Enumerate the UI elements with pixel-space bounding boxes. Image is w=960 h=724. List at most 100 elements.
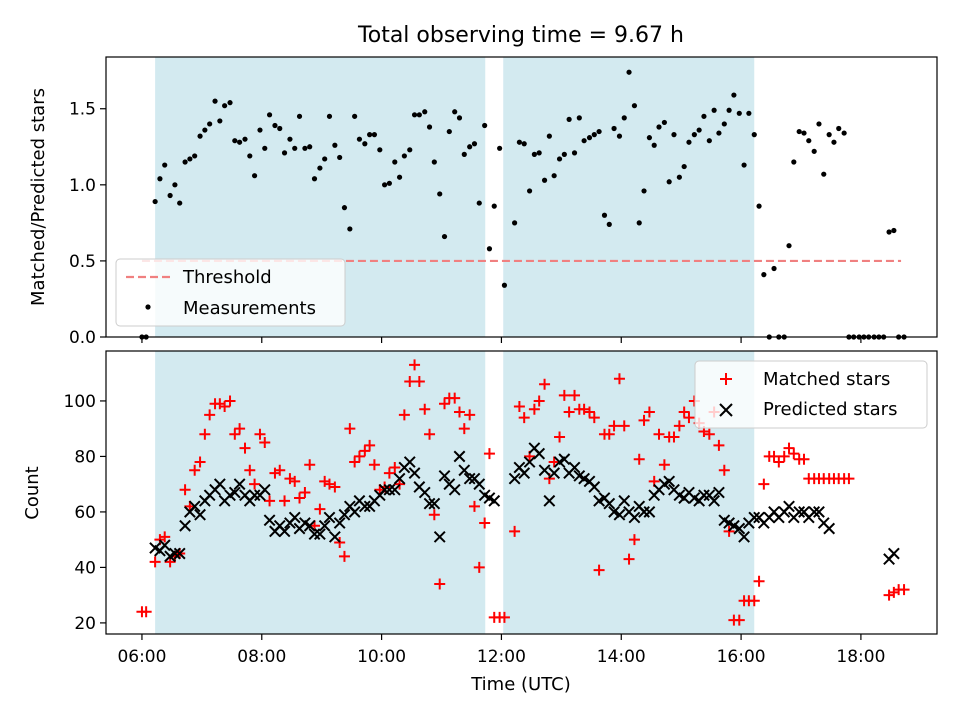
measurement-point bbox=[407, 147, 413, 153]
matched-star-marker bbox=[593, 564, 605, 576]
count-panel: 20 40 60 80 100 06:00 08:00 10:00 12:00 14:00 16:… bbox=[22, 350, 938, 695]
predicted-star-marker bbox=[518, 467, 531, 479]
predicted-star-marker bbox=[533, 447, 546, 460]
matched-star-marker bbox=[194, 456, 206, 468]
matched-star-marker bbox=[453, 406, 465, 418]
predicted-star-marker bbox=[738, 530, 750, 543]
measurement-point bbox=[731, 92, 737, 98]
measurement-point bbox=[771, 265, 777, 272]
matched-star-marker bbox=[758, 478, 770, 490]
predicted-star-marker bbox=[248, 489, 261, 502]
predicted-star-marker bbox=[233, 478, 246, 491]
x-tick-label: 12:00 bbox=[477, 647, 526, 667]
predicted-star-marker bbox=[338, 508, 351, 521]
predicted-star-marker bbox=[173, 547, 186, 560]
predicted-star-marker bbox=[548, 467, 561, 479]
measurement-point bbox=[806, 138, 812, 144]
matched-star-marker bbox=[140, 606, 152, 618]
matched-star-marker bbox=[294, 492, 306, 504]
predicted-star-marker bbox=[303, 519, 316, 532]
x-tick-label: 08:00 bbox=[237, 647, 286, 667]
measurement-point bbox=[621, 115, 627, 121]
predicted-star-marker bbox=[388, 483, 401, 496]
count-y-tick-label: 40 bbox=[74, 558, 96, 578]
matched-star-marker bbox=[633, 453, 645, 465]
predicted-star-marker bbox=[748, 511, 761, 524]
matched-star-marker bbox=[683, 412, 695, 424]
measurement-point bbox=[611, 125, 617, 132]
measurement-point bbox=[416, 112, 422, 118]
measurement-point bbox=[681, 163, 687, 170]
measurement-point bbox=[207, 121, 213, 127]
matched-star-marker bbox=[439, 398, 451, 410]
measurement-point bbox=[292, 145, 298, 151]
ratio-y-tick-label: 0.5 bbox=[69, 252, 96, 272]
measurement-point bbox=[326, 113, 333, 119]
measurement-point bbox=[631, 103, 638, 109]
measurement-point bbox=[272, 122, 278, 129]
matched-star-marker bbox=[658, 459, 670, 471]
matched-star-marker bbox=[159, 531, 171, 543]
predicted-star-marker bbox=[333, 517, 346, 529]
measurement-point bbox=[341, 205, 348, 211]
measurement-point bbox=[266, 112, 273, 118]
matched-star-marker bbox=[603, 428, 615, 440]
predicted-star-marker bbox=[458, 464, 471, 477]
measurement-point bbox=[566, 116, 572, 122]
matched-star-marker bbox=[349, 456, 361, 468]
matched-star-marker bbox=[554, 431, 566, 443]
predicted-star-marker bbox=[383, 483, 396, 496]
predicted-star-marker bbox=[433, 530, 446, 543]
x-tick-label: 16:00 bbox=[717, 647, 766, 667]
measurement-point bbox=[736, 110, 742, 116]
measurement-point bbox=[891, 227, 897, 234]
measurement-point bbox=[786, 243, 792, 249]
measurement-point bbox=[446, 128, 452, 135]
matched-star-marker bbox=[199, 428, 211, 440]
measurement-point bbox=[601, 212, 608, 218]
measurement-point bbox=[371, 132, 378, 138]
measurement-point bbox=[826, 132, 832, 138]
measurement-point bbox=[556, 156, 563, 162]
measurement-point bbox=[656, 124, 662, 130]
matched-star-marker bbox=[513, 400, 525, 412]
measurement-point bbox=[197, 133, 203, 139]
matched-star-marker bbox=[733, 614, 745, 626]
predicted-star-marker bbox=[403, 456, 416, 468]
count-x-ticks: 06:00 08:00 10:00 12:00 14:00 16:00 18:00 bbox=[117, 634, 885, 667]
count-y-ticks: 20 40 60 80 100 bbox=[64, 392, 106, 634]
matched-star-marker bbox=[464, 409, 476, 421]
measurement-point bbox=[456, 115, 463, 121]
predicted-star-marker bbox=[603, 497, 616, 510]
matched-star-marker bbox=[304, 459, 316, 471]
matched-star-marker bbox=[788, 448, 800, 460]
predicted-star-marker bbox=[328, 530, 341, 543]
predicted-star-marker bbox=[823, 522, 836, 535]
measurement-point bbox=[536, 150, 542, 156]
measurement-point bbox=[666, 179, 672, 185]
matched-star-marker bbox=[359, 445, 371, 457]
figure-title: Total observing time = 9.67 h bbox=[357, 23, 684, 48]
predicted-star-marker bbox=[628, 511, 641, 524]
predicted-star-marker bbox=[663, 475, 676, 488]
measurement-point bbox=[571, 150, 578, 156]
matched-star-marker bbox=[234, 423, 246, 435]
predicted-star-marker bbox=[358, 500, 371, 513]
measurement-point bbox=[187, 156, 193, 162]
measurement-point bbox=[641, 188, 647, 194]
measurement-point bbox=[816, 121, 822, 127]
measurement-point bbox=[686, 139, 692, 145]
matched-star-marker bbox=[329, 481, 341, 493]
measurement-point bbox=[311, 176, 318, 182]
matched-star-marker bbox=[479, 517, 491, 529]
measurement-point bbox=[476, 200, 482, 206]
predicted-star-marker bbox=[288, 511, 301, 524]
predicted-star-marker bbox=[423, 497, 436, 510]
predicted-star-marker bbox=[323, 511, 336, 524]
measurement-point bbox=[426, 124, 433, 130]
matched-star-marker bbox=[244, 464, 256, 476]
matched-star-marker bbox=[608, 420, 620, 432]
measurement-point bbox=[296, 113, 303, 119]
matched-star-marker bbox=[458, 423, 470, 435]
